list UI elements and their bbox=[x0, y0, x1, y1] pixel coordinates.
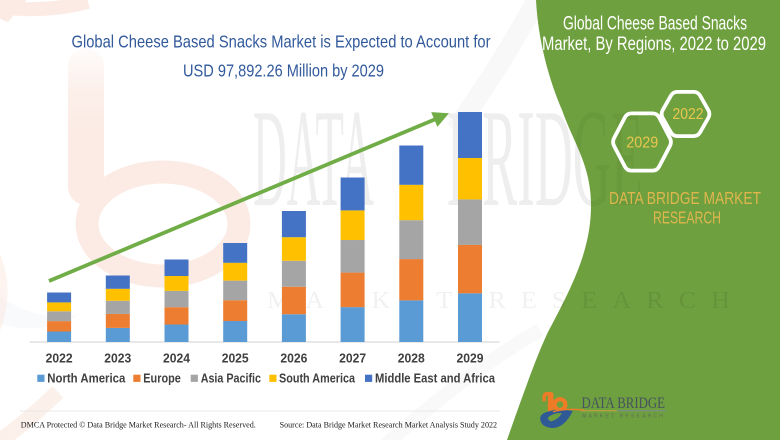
svg-text:DATA BRIDGE: DATA BRIDGE bbox=[582, 395, 666, 412]
svg-text:South America: South America bbox=[279, 371, 356, 386]
svg-text:DMCA Protected © Data Bridge M: DMCA Protected © Data Bridge Market Rese… bbox=[21, 420, 256, 430]
svg-text:Europe: Europe bbox=[143, 371, 181, 386]
svg-text:2029: 2029 bbox=[457, 351, 484, 366]
svg-text:Middle East and Africa: Middle East and Africa bbox=[375, 371, 496, 386]
svg-text:2024: 2024 bbox=[163, 351, 191, 366]
svg-text:Source: Data Bridge Market Res: Source: Data Bridge Market Research Mark… bbox=[280, 420, 498, 430]
svg-text:Global Cheese Based Snacks: Global Cheese Based Snacks bbox=[563, 14, 747, 35]
svg-text:RESEARCH: RESEARCH bbox=[653, 208, 721, 228]
svg-text:2023: 2023 bbox=[104, 351, 131, 366]
svg-text:MARKET RESEARCH: MARKET RESEARCH bbox=[582, 414, 665, 420]
svg-text:USD 97,892.26 Million by 2029: USD 97,892.26 Million by 2029 bbox=[183, 60, 384, 80]
svg-text:2029: 2029 bbox=[626, 135, 658, 152]
svg-text:Market, By Regions, 2022 to 20: Market, By Regions, 2022 to 2029 bbox=[542, 34, 766, 55]
svg-text:2022: 2022 bbox=[46, 351, 73, 366]
svg-text:2027: 2027 bbox=[339, 351, 366, 366]
svg-text:DATA BRIDGE MARKET: DATA BRIDGE MARKET bbox=[609, 188, 761, 208]
svg-text:Asia Pacific: Asia Pacific bbox=[201, 371, 261, 386]
svg-text:North America: North America bbox=[47, 371, 126, 386]
svg-text:Global Cheese Based Snacks Mar: Global Cheese Based Snacks Market is Exp… bbox=[72, 31, 491, 51]
svg-text:2028: 2028 bbox=[398, 351, 425, 366]
svg-text:2022: 2022 bbox=[673, 106, 704, 123]
svg-text:2025: 2025 bbox=[222, 351, 249, 366]
svg-text:2026: 2026 bbox=[280, 351, 307, 366]
